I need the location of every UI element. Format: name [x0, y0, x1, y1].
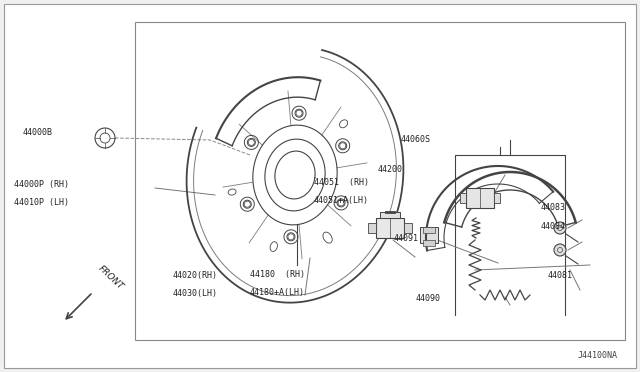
Text: 44010P (LH): 44010P (LH) [14, 198, 69, 207]
Text: 44180+A(LH): 44180+A(LH) [250, 288, 305, 297]
Bar [380, 212, 400, 218]
Circle shape [554, 244, 566, 256]
Text: 44030(LH): 44030(LH) [173, 289, 218, 298]
Bar [460, 193, 466, 203]
Bar [135, 22, 625, 340]
Text: 44084: 44084 [541, 222, 566, 231]
Circle shape [100, 133, 110, 143]
Bar [494, 193, 500, 203]
Text: 44020(RH): 44020(RH) [173, 271, 218, 280]
Text: 44200: 44200 [378, 165, 403, 174]
Text: 44051  (RH): 44051 (RH) [314, 178, 369, 187]
Bar [466, 188, 494, 208]
Bar [420, 227, 438, 243]
Text: 44091: 44091 [394, 234, 419, 243]
Bar [423, 240, 435, 246]
Bar [368, 223, 376, 233]
Text: 44000B: 44000B [22, 128, 52, 137]
Text: 44060S: 44060S [401, 135, 431, 144]
Text: 44083: 44083 [541, 203, 566, 212]
Bar [376, 218, 404, 238]
Text: 44090: 44090 [416, 294, 441, 303]
Circle shape [95, 128, 115, 148]
Text: 44051+A(LH): 44051+A(LH) [314, 196, 369, 205]
Text: 44000P (RH): 44000P (RH) [14, 180, 69, 189]
Text: 44081: 44081 [547, 271, 572, 280]
Text: 44180  (RH): 44180 (RH) [250, 270, 305, 279]
Text: J44100NA: J44100NA [578, 351, 618, 360]
Bar [404, 223, 412, 233]
Text: FRONT: FRONT [96, 263, 125, 291]
Bar [423, 227, 435, 233]
Circle shape [554, 222, 566, 234]
